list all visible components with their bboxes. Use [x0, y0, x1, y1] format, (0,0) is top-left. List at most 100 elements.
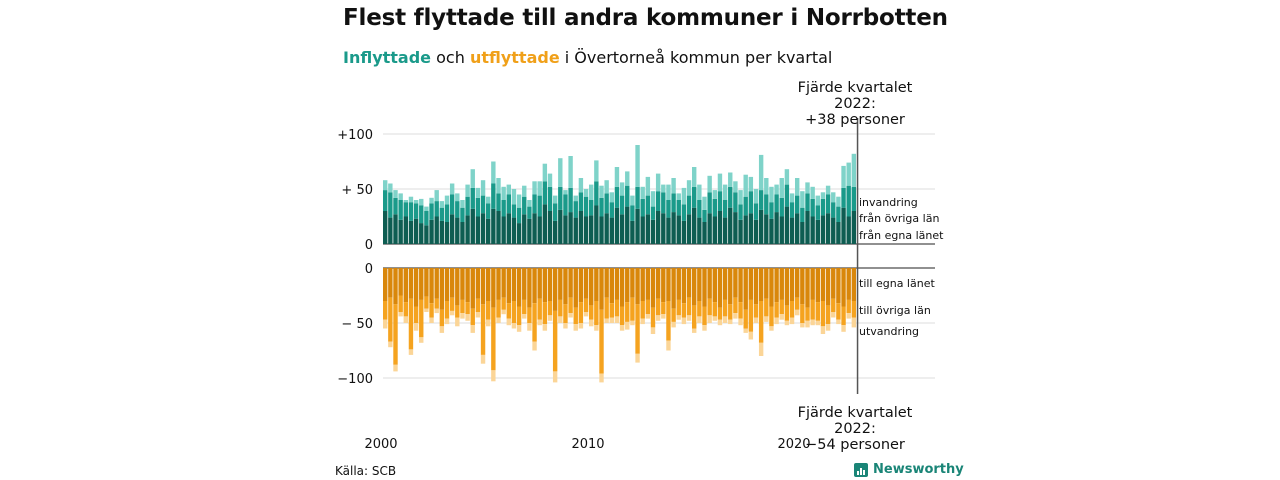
- bar-in-ovriga: [846, 185, 851, 217]
- bar-in-invandring: [403, 200, 408, 203]
- bar-in-egna: [547, 211, 553, 244]
- bar-in-ovriga: [764, 194, 769, 215]
- bar-in-ovriga: [573, 201, 578, 218]
- bar-out-ovriga: [460, 299, 465, 314]
- bar-out-utvandring: [408, 349, 414, 355]
- bar-in-ovriga: [625, 185, 630, 207]
- bar-out-utvandring: [511, 323, 517, 329]
- bar-in-egna: [568, 212, 573, 244]
- bar-out-utvandring: [547, 315, 553, 321]
- bar-out-egna: [635, 268, 640, 305]
- bar-in-invandring: [552, 195, 558, 204]
- bar-in-invandring: [774, 184, 779, 195]
- bar-in-invandring: [748, 176, 754, 192]
- bar-in-invandring: [795, 178, 800, 196]
- bar-out-utvandring: [625, 321, 630, 330]
- bar-in-egna: [820, 215, 826, 244]
- bar-out-egna: [506, 268, 511, 304]
- bar-out-ovriga: [434, 298, 439, 309]
- bar-out-utvandring: [774, 317, 779, 325]
- bar-out-ovriga: [522, 299, 527, 315]
- bar-in-invandring: [717, 173, 723, 192]
- bar-in-invandring: [671, 178, 676, 194]
- bar-out-utvandring: [630, 320, 635, 326]
- bar-out-ovriga: [800, 304, 805, 323]
- bar-out-egna: [686, 268, 692, 298]
- bar-out-utvandring: [851, 317, 857, 328]
- bar-in-egna: [455, 217, 460, 244]
- bar-out-egna: [522, 268, 527, 300]
- bar-in-ovriga: [547, 186, 553, 211]
- bar-in-ovriga: [599, 197, 604, 217]
- bar-in-egna: [403, 216, 408, 244]
- bar-out-ovriga: [506, 303, 511, 319]
- bar-out-egna: [434, 268, 439, 299]
- bar-out-ovriga: [810, 299, 815, 320]
- bar-in-egna: [784, 206, 790, 244]
- bar-in-ovriga: [470, 187, 475, 209]
- bar-out-utvandring: [465, 314, 470, 321]
- bar-in-ovriga: [383, 190, 388, 211]
- bar-out-utvandring: [681, 317, 687, 325]
- bar-out-egna: [825, 268, 831, 306]
- bar-in-invandring: [558, 158, 563, 187]
- bar-out-egna: [552, 268, 558, 311]
- bar-in-invandring: [537, 181, 542, 196]
- bar-in-ovriga: [676, 200, 681, 216]
- bar-in-invandring: [480, 180, 486, 196]
- bar-out-utvandring: [686, 315, 692, 321]
- bar-in-ovriga: [805, 193, 810, 211]
- bar-out-ovriga: [501, 297, 506, 310]
- bar-in-ovriga: [820, 198, 826, 216]
- bar-in-egna: [707, 213, 712, 244]
- bar-out-utvandring: [599, 373, 604, 383]
- bar-in-ovriga: [439, 207, 445, 221]
- bar-out-ovriga: [645, 299, 651, 315]
- bar-in-egna: [640, 216, 645, 244]
- bar-out-ovriga: [712, 302, 717, 317]
- bar-in-ovriga: [655, 191, 661, 211]
- bar-in-ovriga: [836, 206, 841, 222]
- bar-in-ovriga: [594, 181, 599, 206]
- bar-out-egna: [841, 268, 846, 307]
- series-label-in: invandring: [859, 196, 918, 209]
- bar-in-ovriga: [408, 202, 414, 221]
- bar-out-utvandring: [779, 314, 784, 320]
- bar-in-invandring: [640, 186, 645, 199]
- bar-in-egna: [506, 213, 511, 244]
- bar-out-utvandring: [831, 312, 836, 318]
- bar-in-invandring: [439, 201, 445, 208]
- x-tick-label: 2020: [777, 437, 810, 452]
- bar-in-egna: [486, 218, 491, 244]
- bar-in-egna: [424, 225, 429, 244]
- bar-in-ovriga: [645, 195, 651, 215]
- bar-in-egna: [743, 215, 748, 244]
- bar-out-ovriga: [465, 302, 470, 315]
- bar-in-egna: [795, 213, 800, 244]
- bar-in-egna: [609, 217, 614, 244]
- bar-out-ovriga: [444, 301, 450, 319]
- bar-in-egna: [702, 222, 707, 244]
- bar-out-utvandring: [619, 325, 625, 331]
- bar-out-utvandring: [563, 323, 568, 329]
- bar-out-ovriga: [398, 295, 403, 312]
- brand-logo: Newsworthy: [854, 462, 964, 477]
- bar-in-invandring: [398, 193, 403, 200]
- bar-in-invandring: [676, 193, 681, 200]
- series-label-in: från egna länet: [859, 229, 944, 242]
- bar-out-egna: [630, 268, 635, 298]
- bar-out-utvandring: [697, 316, 702, 323]
- bar-out-egna: [465, 268, 470, 303]
- bar-in-ovriga: [563, 194, 568, 216]
- bar-out-utvandring: [424, 308, 429, 312]
- bar-out-utvandring: [558, 316, 563, 323]
- bar-in-ovriga: [532, 194, 537, 214]
- bar-out-egna: [722, 268, 728, 300]
- bar-in-invandring: [583, 189, 589, 197]
- bar-out-egna: [769, 268, 774, 307]
- bar-in-ovriga: [810, 198, 815, 217]
- bar-out-ovriga: [630, 297, 635, 321]
- y-tick-label-out: − 50: [341, 317, 373, 332]
- bar-in-invandring: [419, 198, 424, 206]
- bar-out-ovriga: [671, 308, 676, 322]
